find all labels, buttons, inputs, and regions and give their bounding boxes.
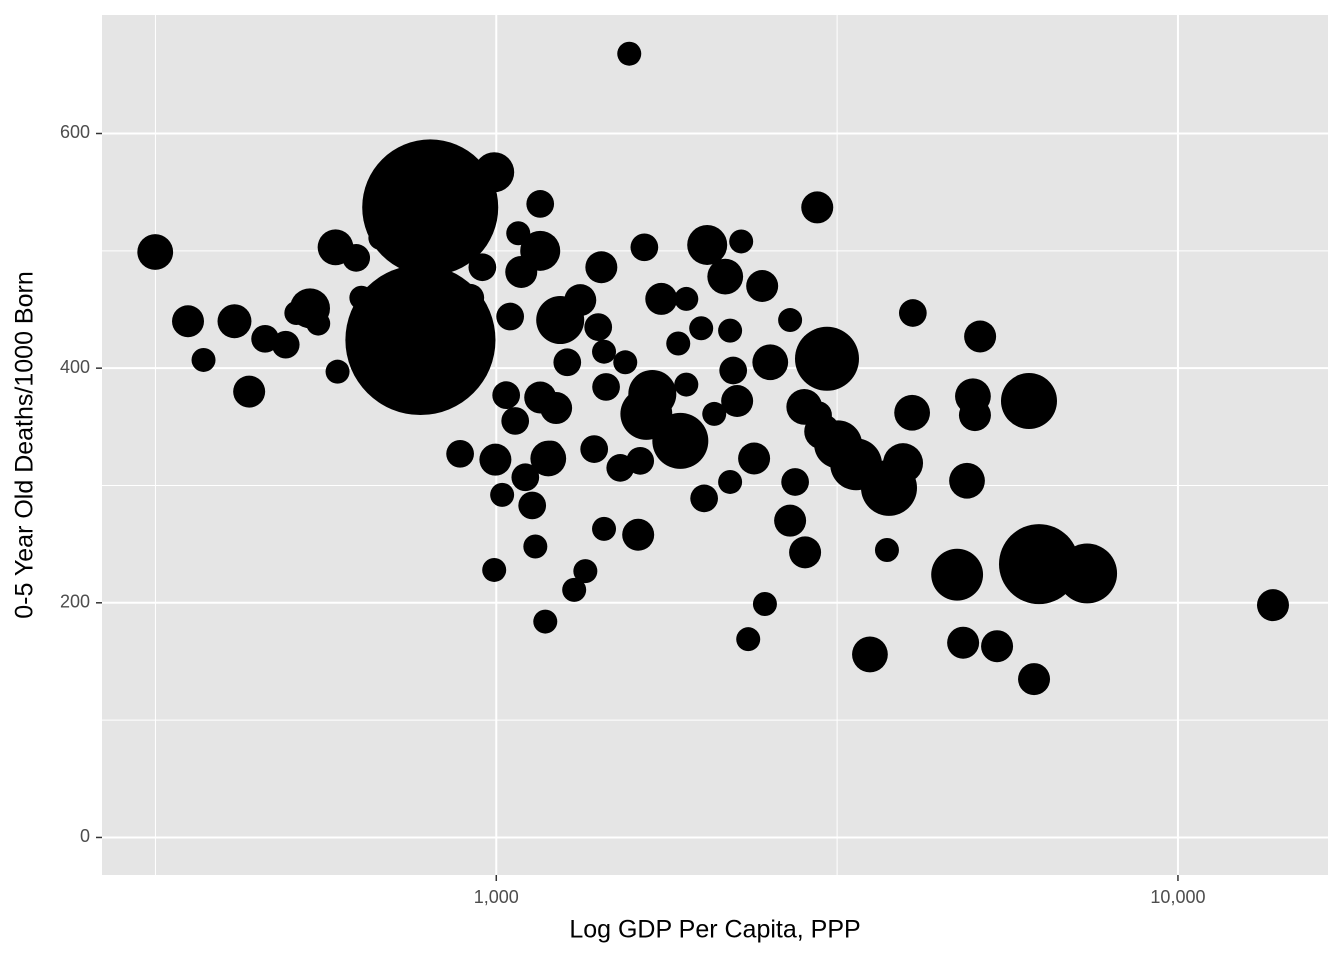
bubble: [217, 304, 252, 339]
bubble: [617, 41, 642, 66]
x-axis-title: Log GDP Per Capita, PPP: [569, 916, 860, 944]
y-tick-label: 400: [60, 357, 90, 377]
bubble: [666, 331, 691, 356]
bubble: [718, 469, 743, 494]
bubble: [794, 326, 859, 391]
bubble: [894, 394, 931, 431]
bubble: [325, 359, 350, 384]
bubble: [702, 401, 727, 426]
bubble: [718, 318, 743, 343]
bubble: [947, 626, 980, 659]
bubble: [774, 504, 807, 537]
y-tick-label: 0: [80, 826, 90, 846]
bubble: [562, 577, 587, 602]
bubble: [306, 311, 331, 336]
bubble: [172, 305, 205, 338]
bubble: [689, 316, 714, 341]
bubble: [592, 373, 620, 401]
bubble: [592, 516, 617, 541]
bubble: [999, 524, 1080, 605]
bubble: [137, 234, 174, 270]
bubble: [852, 636, 888, 673]
bubble: [626, 446, 655, 475]
bubble: [789, 536, 822, 569]
y-tick-label: 600: [60, 122, 90, 142]
bubble: [674, 372, 699, 397]
x-tick-label: 10,000: [1150, 887, 1205, 907]
bubble: [874, 538, 899, 563]
bubble: [883, 443, 924, 484]
bubble: [752, 344, 789, 381]
bubble: [533, 609, 558, 634]
bubble: [523, 534, 548, 559]
bubble: [584, 313, 613, 341]
bubble: [1000, 373, 1057, 430]
bubble: [931, 548, 984, 601]
bubble: [539, 440, 564, 465]
bubble: [1057, 543, 1118, 604]
bubble: [738, 442, 771, 475]
bubble: [964, 320, 997, 353]
bubble: [482, 557, 507, 582]
bubble: [949, 462, 985, 499]
bubble: [707, 258, 744, 295]
bubble: [540, 392, 573, 425]
bubble: [729, 229, 754, 254]
bubble: [585, 251, 618, 284]
bubble: [456, 283, 485, 312]
bubble: [520, 230, 561, 271]
bubble: [496, 302, 525, 331]
bubble: [342, 244, 371, 272]
panel: [102, 15, 1328, 875]
bubble: [490, 482, 515, 507]
bubble: [468, 253, 497, 282]
bubble: [446, 439, 474, 468]
bubble: [479, 443, 512, 476]
bubble: [801, 191, 834, 224]
bubble: [752, 591, 777, 616]
bubble: [592, 339, 617, 364]
bubble: [746, 270, 779, 303]
bubble: [736, 627, 761, 652]
bubble: [564, 284, 597, 317]
bubble: [573, 559, 598, 584]
bubble: [652, 412, 709, 469]
bubble: [388, 283, 429, 324]
bubble: [613, 350, 638, 375]
bubble: [958, 399, 991, 432]
bubble: [191, 347, 216, 372]
bubble: [511, 463, 540, 492]
bubble: [526, 190, 555, 218]
bubble: [518, 491, 547, 520]
bubble: [781, 468, 809, 496]
bubble: [778, 308, 803, 333]
bubble: [553, 348, 582, 377]
bubble: [645, 282, 678, 315]
bubble: [719, 356, 748, 385]
bubble: [674, 286, 699, 311]
bubble: [271, 330, 300, 359]
bubble: [721, 385, 754, 418]
bubble: [898, 299, 927, 327]
bubble: [580, 435, 609, 463]
bubble: [492, 381, 521, 409]
bubble: [981, 630, 1014, 663]
bubble: [622, 518, 655, 551]
bubble: [630, 233, 659, 262]
bubble: [233, 375, 266, 408]
y-axis-title: 0-5 Year Old Deaths/1000 Born: [11, 271, 39, 618]
y-tick-label: 200: [60, 592, 90, 612]
x-tick-label: 1,000: [474, 887, 519, 907]
bubble: [1256, 589, 1289, 622]
bubble: [687, 224, 728, 265]
bubble: [362, 139, 499, 276]
bubble: [690, 484, 718, 513]
bubble: [1018, 663, 1051, 696]
bubble: [501, 407, 530, 435]
bubble: [474, 152, 515, 193]
